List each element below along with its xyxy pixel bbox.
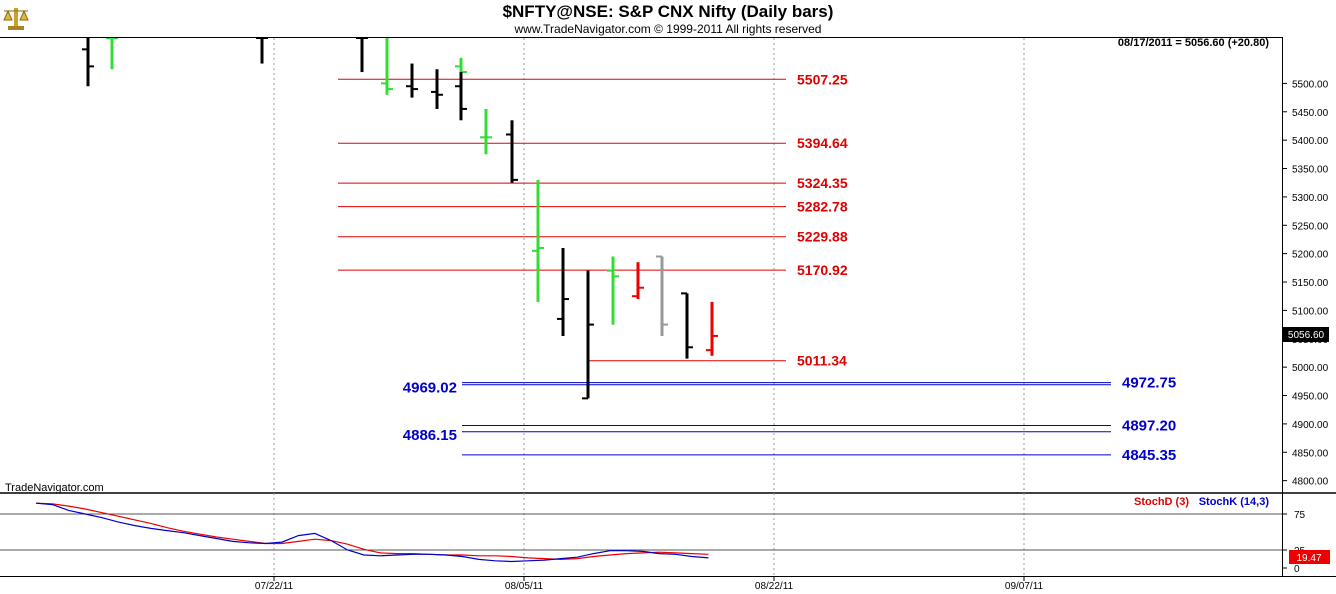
price-readout: 08/17/2011 = 5056.60 (+20.80) [1118,37,1269,49]
price-tick-label: 5300.00 [1292,193,1329,204]
level-label: 4886.15 [403,427,457,444]
brand-label: TradeNavigator.com [5,482,104,494]
stoch-last-value-label: 19.47 [1296,553,1321,564]
legend-stochk: StochK (14,3) [1199,496,1270,508]
level-label: 4969.02 [403,380,457,397]
logo-icon [3,8,29,30]
copyright-notice: www.TradeNavigator.com © 1999-2011 All r… [514,22,822,36]
date-tick-label: 08/22/11 [755,581,794,592]
stoch-tick-label: 75 [1294,510,1306,521]
level-label: 5229.88 [797,229,848,245]
last-price-label: 5056.60 [1288,330,1325,341]
chart-title: $NFTY@NSE: S&P CNX Nifty (Daily bars) [503,2,834,21]
level-label: 5394.64 [797,135,848,151]
legend-stochd: StochD (3) [1134,496,1189,508]
stoch-tick-label: 0 [1294,564,1300,575]
price-tick-label: 5200.00 [1292,250,1329,261]
stoch-series-line [35,502,709,563]
price-tick-label: 5400.00 [1292,136,1329,147]
price-levels: 5507.25 5394.64 5324.35 5282.78 5229.88 5170.… [338,71,1176,464]
price-tick-label: 5500.00 [1292,79,1329,90]
price-tick-label: 5150.00 [1292,278,1329,289]
date-tick-label: 07/22/11 [255,581,294,592]
level-label: 5011.34 [797,353,847,369]
price-tick-label: 4800.00 [1292,477,1329,488]
stoch-series-line [35,502,709,561]
level-label: 4845.35 [1122,447,1176,464]
date-axis: 07/22/11 08/05/11 08/22/11 09/07/11 [255,577,1044,592]
price-tick-label: 5450.00 [1292,108,1329,119]
level-label: 5282.78 [797,199,848,215]
last-price-marker [1283,327,1329,342]
price-tick-label: 5000.00 [1292,363,1329,374]
price-tick-label: 4850.00 [1292,448,1329,459]
stochastic-pane [0,502,1282,563]
level-label: 4897.20 [1122,417,1176,434]
level-label: 4972.75 [1122,375,1176,392]
price-axis: 5500.00 5450.00 5400.00 5350.00 5300.00 5250.… [1282,79,1329,488]
date-tick-label: 08/05/11 [505,581,544,592]
price-tick-label: 5100.00 [1292,306,1329,317]
level-label: 5170.92 [797,262,848,278]
vertical-grid [273,38,1025,576]
price-tick-label: 4900.00 [1292,420,1329,431]
price-tick-label: 5250.00 [1292,221,1329,232]
level-label: 5507.25 [797,71,848,87]
stoch-last-value-marker [1289,550,1330,564]
price-bars [82,38,718,400]
price-tick-label: 4950.00 [1292,392,1329,403]
date-tick-label: 09/07/11 [1005,581,1044,592]
price-tick-label: 5350.00 [1292,165,1329,176]
level-label: 5324.35 [797,175,848,191]
stochastic-axis: 75250 [1282,510,1306,575]
